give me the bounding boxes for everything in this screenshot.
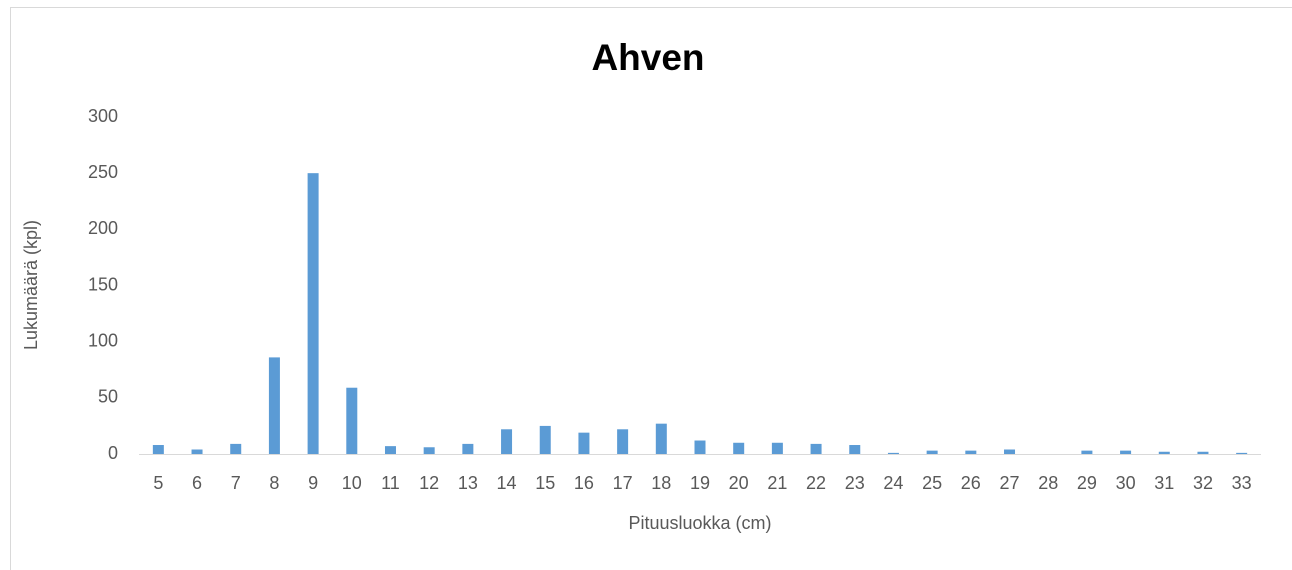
x-tick-label: 12	[419, 473, 439, 493]
bar	[694, 440, 706, 454]
x-tick-label: 10	[342, 473, 362, 493]
x-tick-label: 6	[192, 473, 202, 493]
x-tick-label: 33	[1232, 473, 1252, 493]
bar	[1197, 451, 1209, 454]
bar	[462, 443, 474, 454]
bar	[346, 387, 358, 454]
bar	[655, 423, 667, 454]
x-tick-label: 30	[1116, 473, 1136, 493]
bar	[191, 449, 203, 454]
x-tick-label: 11	[381, 473, 400, 493]
y-tick-label: 50	[98, 387, 118, 407]
bar	[307, 173, 319, 454]
bar	[1236, 452, 1248, 454]
x-tick-label: 18	[651, 473, 671, 493]
bar	[423, 447, 435, 454]
x-tick-label: 13	[458, 473, 478, 493]
bar	[152, 445, 164, 454]
x-tick-label: 20	[729, 473, 749, 493]
x-tick-label: 21	[767, 473, 787, 493]
bar	[965, 450, 977, 454]
bar	[1081, 450, 1093, 454]
x-tick-label: 31	[1154, 473, 1174, 493]
bar	[230, 443, 242, 454]
x-tick-label: 32	[1193, 473, 1213, 493]
bar	[926, 450, 938, 454]
bar	[268, 357, 280, 454]
bar	[733, 442, 745, 454]
x-tick-label: 23	[845, 473, 865, 493]
x-tick-label: 24	[883, 473, 903, 493]
bar	[617, 429, 629, 454]
x-tick-label: 19	[690, 473, 710, 493]
x-tick-label: 17	[613, 473, 633, 493]
bar	[578, 432, 590, 454]
x-tick-label: 28	[1038, 473, 1058, 493]
y-tick-label: 150	[88, 274, 118, 294]
y-tick-label: 250	[88, 162, 118, 182]
bar	[539, 425, 551, 454]
bar	[384, 446, 396, 454]
x-tick-label: 16	[574, 473, 594, 493]
y-axis-label: Lukumäärä (kpl)	[21, 220, 41, 350]
y-tick-label: 200	[88, 218, 118, 238]
bar	[849, 445, 861, 454]
x-tick-label: 27	[1000, 473, 1020, 493]
bar	[1158, 451, 1170, 454]
bar	[771, 442, 783, 454]
chart-frame	[10, 7, 1292, 570]
x-tick-label: 29	[1077, 473, 1097, 493]
y-tick-label: 300	[88, 106, 118, 126]
x-tick-label: 14	[497, 473, 517, 493]
bar	[1004, 449, 1016, 454]
bar	[887, 452, 899, 454]
y-tick-label: 0	[108, 443, 118, 463]
bar	[501, 429, 513, 454]
bar	[810, 443, 822, 454]
x-tick-label: 25	[922, 473, 942, 493]
x-tick-label: 9	[308, 473, 318, 493]
x-tick-label: 7	[231, 473, 241, 493]
x-tick-label: 5	[153, 473, 163, 493]
x-tick-label: 22	[806, 473, 826, 493]
y-tick-label: 100	[88, 330, 118, 350]
x-tick-label: 8	[269, 473, 279, 493]
bar	[1120, 450, 1132, 454]
x-tick-label: 15	[535, 473, 555, 493]
chart-title: Ahven	[591, 37, 704, 78]
x-tick-label: 26	[961, 473, 981, 493]
x-axis-label: Pituusluokka (cm)	[628, 513, 771, 533]
